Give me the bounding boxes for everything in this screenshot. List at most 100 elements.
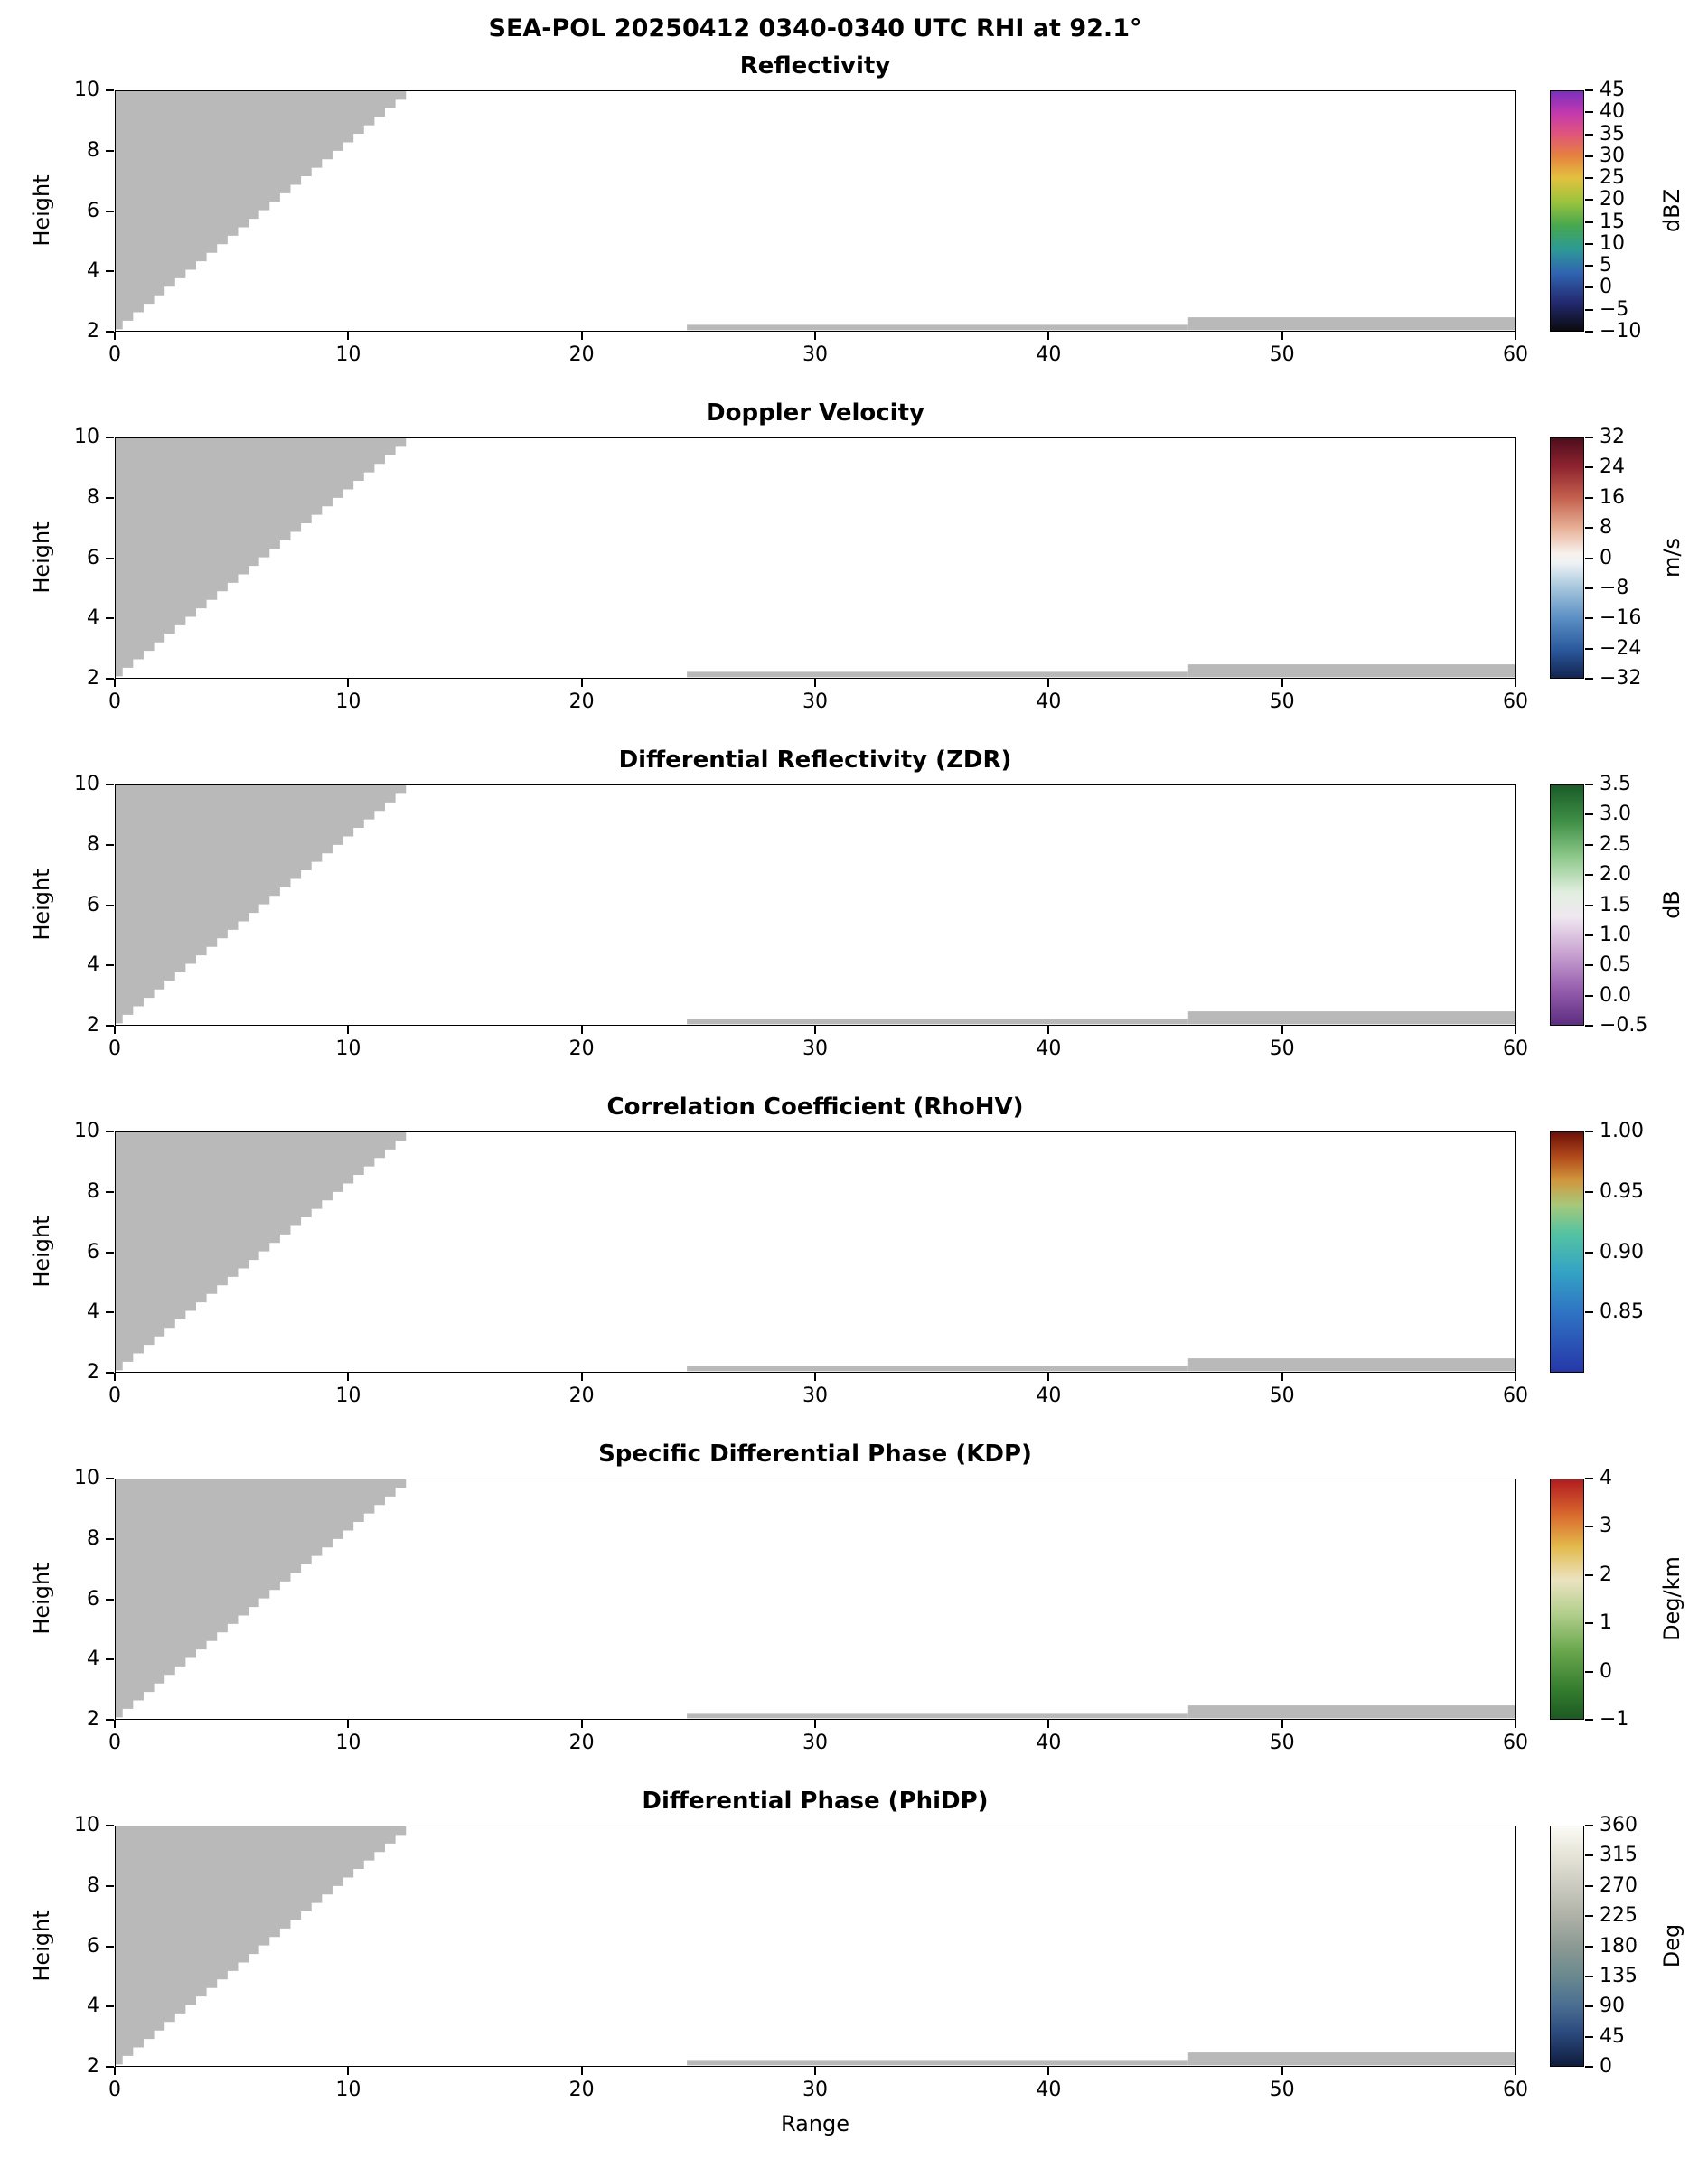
colorbar <box>1550 1479 1584 1720</box>
masked-strip <box>1187 1705 1515 1719</box>
colorbar-tick-label: 40 <box>1600 100 1625 124</box>
x-tick-mark <box>114 2067 116 2075</box>
y-tick-label: 8 <box>87 832 99 856</box>
panel-reflectivity: Reflectivity Height 10 8 6 4 2 0 10 20 30 40 50 60 45 4… <box>0 42 1708 389</box>
colorbar-tick-mark <box>1585 89 1593 91</box>
masked-wedge <box>116 785 417 1024</box>
masked-wedge <box>116 1826 417 2065</box>
colorbar-tick-mark <box>1585 242 1593 245</box>
y-tick-mark <box>106 149 114 152</box>
x-tick-mark <box>1515 1026 1516 1034</box>
x-tick-label: 20 <box>568 1385 595 1407</box>
colorbar-tick-label: 1.5 <box>1600 893 1631 916</box>
colorbar-tick-mark <box>1585 2005 1593 2008</box>
x-tick-label: 40 <box>1036 690 1062 713</box>
y-tick-label: 2 <box>87 1708 99 1731</box>
colorbar-tick-mark <box>1585 647 1593 650</box>
colorbar-tick-mark <box>1585 1884 1593 1887</box>
x-tick-label: 50 <box>1269 1385 1295 1407</box>
colorbar-tick-label: 24 <box>1600 455 1625 479</box>
x-tick-label: 60 <box>1503 2079 1528 2101</box>
masked-strip <box>687 1019 1188 1025</box>
colorbar-tick-label: 2.5 <box>1600 832 1631 856</box>
x-tick-mark <box>1047 1026 1050 1034</box>
x-tick-label: 40 <box>1036 1038 1062 1060</box>
x-tick-label: 20 <box>568 2079 595 2101</box>
y-tick-mark <box>106 964 114 967</box>
x-tick-mark <box>580 679 583 687</box>
rhi-plot-svg <box>116 1479 1515 1719</box>
y-tick-label: 8 <box>87 1179 99 1203</box>
colorbar-tick-mark <box>1585 199 1593 202</box>
colorbar-tick-label: 15 <box>1600 210 1625 233</box>
colorbar-tick-label: 2 <box>1600 1563 1612 1586</box>
x-tick-mark <box>1281 1373 1283 1381</box>
y-tick-mark <box>106 678 114 680</box>
colorbar-unit-label: Deg <box>1659 1923 1685 1968</box>
colorbar-tick-mark <box>1585 934 1593 936</box>
x-tick-mark <box>114 1373 116 1381</box>
plot-area <box>115 784 1516 1026</box>
colorbar-tick-mark <box>1585 678 1593 680</box>
colorbar-tick-mark <box>1585 466 1593 469</box>
y-tick-label: 10 <box>74 1120 99 1142</box>
x-tick-mark <box>347 1026 350 1034</box>
x-tick-label: 40 <box>1036 1385 1062 1407</box>
y-tick-label: 10 <box>74 426 99 448</box>
x-tick-mark <box>1281 1026 1283 1034</box>
colorbar-tick-label: 0 <box>1600 276 1612 299</box>
masked-wedge <box>116 438 417 677</box>
y-tick-label: 4 <box>87 1995 99 2018</box>
x-tick-label: 10 <box>335 1038 361 1060</box>
panel-title: Differential Phase (PhiDP) <box>642 1788 989 1815</box>
colorbar-tick-mark <box>1585 155 1593 157</box>
x-tick-label: 0 <box>108 2079 121 2101</box>
x-tick-label: 60 <box>1503 343 1528 366</box>
x-tick-mark <box>580 1373 583 1381</box>
colorbar-tick-label: 3 <box>1600 1515 1612 1538</box>
colorbar-unit-label: dB <box>1659 890 1685 919</box>
x-tick-label: 30 <box>802 343 828 366</box>
colorbar-tick-mark <box>1585 904 1593 906</box>
colorbar-tick-mark <box>1585 265 1593 268</box>
colorbar-tick-label: 1 <box>1600 1611 1612 1635</box>
y-tick-mark <box>106 496 114 499</box>
y-tick-mark <box>106 1190 114 1193</box>
colorbar-tick-mark <box>1585 557 1593 559</box>
colorbar-tick-label: 0.90 <box>1600 1240 1644 1263</box>
x-tick-mark <box>1047 1720 1050 1728</box>
colorbar-tick-mark <box>1585 587 1593 589</box>
y-tick-label: 2 <box>87 320 99 343</box>
x-tick-mark <box>114 679 116 687</box>
x-tick-label: 50 <box>1269 343 1295 366</box>
x-tick-label: 0 <box>108 690 121 713</box>
x-tick-label: 50 <box>1269 1038 1295 1060</box>
y-tick-label: 8 <box>87 138 99 162</box>
colorbar-tick-label: 3.0 <box>1600 803 1631 826</box>
x-tick-mark <box>1047 2067 1050 2075</box>
masked-strip <box>687 324 1188 331</box>
colorbar-tick-label: 8 <box>1600 516 1612 540</box>
colorbar-tick-label: 1.00 <box>1600 1120 1644 1142</box>
x-tick-mark <box>1515 679 1516 687</box>
colorbar-tick-label: 225 <box>1600 1904 1638 1928</box>
y-tick-label: 6 <box>87 1587 99 1610</box>
colorbar-tick-mark <box>1585 1478 1593 1479</box>
panel-specific-differential-phase-kdp: Specific Differential Phase (KDP) Height 1… <box>0 1430 1708 1777</box>
colorbar-tick-mark <box>1585 286 1593 289</box>
x-tick-label: 60 <box>1503 1038 1528 1060</box>
x-tick-label: 30 <box>802 690 828 713</box>
x-tick-mark <box>814 1026 816 1034</box>
x-tick-label: 0 <box>108 1385 121 1407</box>
colorbar <box>1550 784 1584 1026</box>
panel-doppler-velocity: Doppler Velocity Height 10 8 6 4 2 0 10 20 30 40 50 6… <box>0 389 1708 736</box>
y-tick-mark <box>106 89 114 91</box>
colorbar <box>1550 90 1584 332</box>
rhi-plot-svg <box>116 438 1515 678</box>
colorbar-tick-label: 35 <box>1600 122 1625 146</box>
colorbar-tick-label: 360 <box>1600 1814 1638 1836</box>
y-tick-mark <box>106 2005 114 2008</box>
masked-wedge <box>116 1132 417 1371</box>
